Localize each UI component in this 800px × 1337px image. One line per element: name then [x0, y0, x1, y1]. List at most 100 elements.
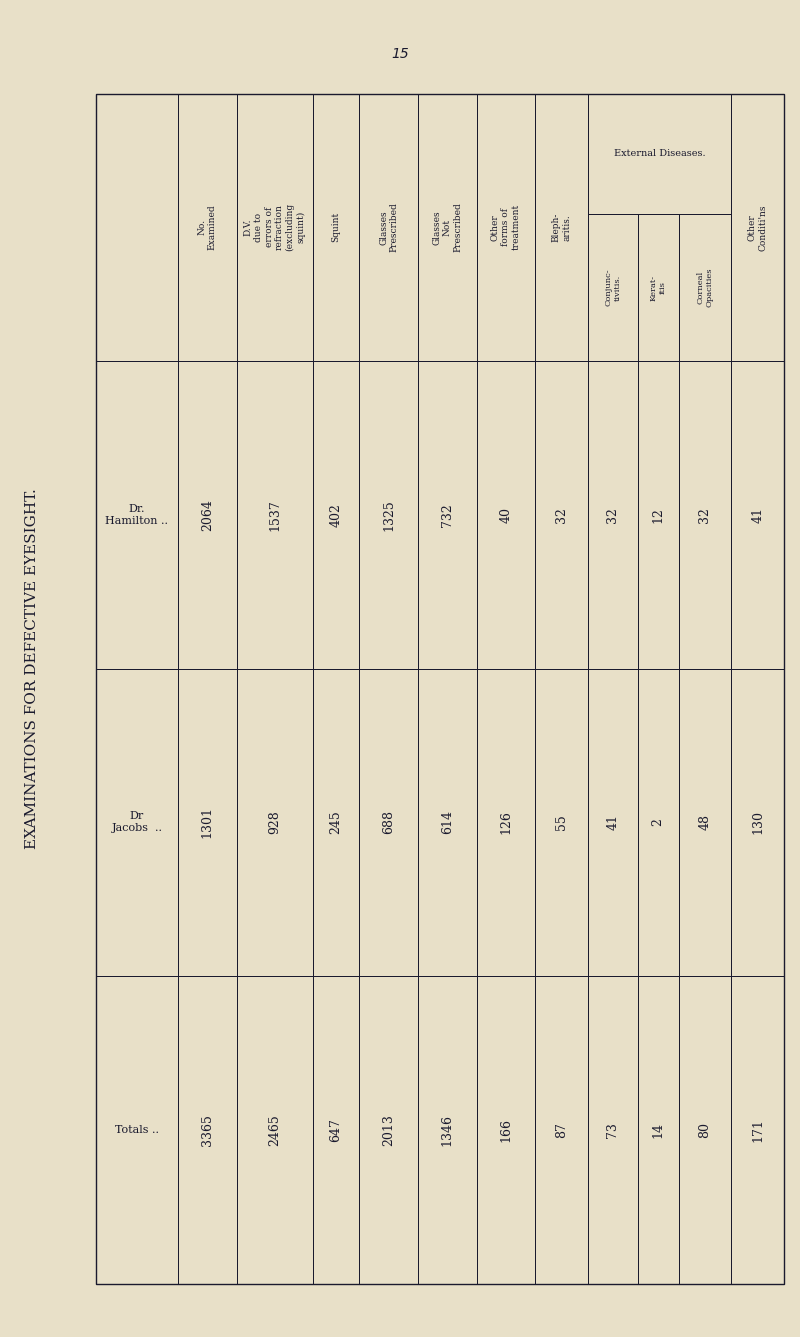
Bar: [178, 94, 237, 361]
Text: 166: 166: [499, 1118, 512, 1142]
Bar: [731, 668, 784, 976]
Text: Glasses
Prescribed: Glasses Prescribed: [379, 202, 398, 253]
Text: 1325: 1325: [382, 499, 395, 531]
Bar: [359, 94, 418, 361]
Text: 2465: 2465: [268, 1114, 281, 1146]
Bar: [359, 976, 418, 1284]
Text: Squint: Squint: [331, 213, 341, 242]
Bar: [96, 668, 178, 976]
Text: 87: 87: [555, 1122, 568, 1138]
Text: 647: 647: [330, 1118, 342, 1142]
Bar: [678, 214, 731, 361]
Text: 732: 732: [441, 503, 454, 527]
Text: Corneal
Opacities: Corneal Opacities: [696, 267, 714, 308]
Bar: [96, 94, 178, 361]
Bar: [237, 94, 313, 361]
Bar: [178, 668, 237, 976]
Text: External Diseases.: External Diseases.: [614, 150, 706, 158]
Bar: [237, 976, 313, 1284]
Bar: [359, 668, 418, 976]
Text: 14: 14: [652, 1122, 665, 1138]
Text: Kerat-
itis: Kerat- itis: [650, 274, 666, 301]
Bar: [731, 976, 784, 1284]
Text: 126: 126: [499, 810, 512, 834]
Bar: [477, 361, 535, 668]
Bar: [678, 361, 731, 668]
Text: 48: 48: [698, 814, 711, 830]
Bar: [178, 361, 237, 668]
Text: Totals ..: Totals ..: [115, 1124, 159, 1135]
Bar: [588, 94, 731, 214]
Bar: [418, 668, 477, 976]
Text: 2: 2: [652, 818, 665, 826]
Text: 3365: 3365: [201, 1114, 214, 1146]
Text: 614: 614: [441, 810, 454, 834]
Bar: [477, 976, 535, 1284]
Text: 245: 245: [330, 810, 342, 834]
Text: 1537: 1537: [268, 499, 281, 531]
Text: 171: 171: [751, 1118, 764, 1142]
Text: D.V.
due to
errors of
refraction
(excluding
squint): D.V. due to errors of refraction (exclud…: [244, 203, 306, 251]
Text: 41: 41: [751, 507, 764, 523]
Bar: [638, 668, 678, 976]
Bar: [313, 94, 359, 361]
Text: 41: 41: [606, 814, 619, 830]
Text: 15: 15: [391, 47, 409, 60]
Bar: [588, 668, 638, 976]
Text: 1346: 1346: [441, 1114, 454, 1146]
Text: 32: 32: [606, 507, 619, 523]
Bar: [535, 94, 588, 361]
Bar: [237, 668, 313, 976]
Text: No.
Examined: No. Examined: [198, 205, 217, 250]
Text: 55: 55: [555, 814, 568, 830]
Text: 32: 32: [555, 507, 568, 523]
Text: 402: 402: [330, 503, 342, 527]
Bar: [588, 214, 638, 361]
Bar: [313, 361, 359, 668]
Text: 12: 12: [652, 507, 665, 523]
Text: 32: 32: [698, 507, 711, 523]
Bar: [638, 214, 678, 361]
Text: 928: 928: [268, 810, 281, 834]
Text: Conjunc-
tivitis.: Conjunc- tivitis.: [604, 269, 622, 306]
Bar: [678, 668, 731, 976]
Bar: [638, 976, 678, 1284]
Bar: [535, 668, 588, 976]
Text: 2064: 2064: [201, 499, 214, 531]
Bar: [678, 976, 731, 1284]
Text: Glasses
Not
Prescribed: Glasses Not Prescribed: [433, 202, 462, 253]
Bar: [96, 976, 178, 1284]
Bar: [237, 361, 313, 668]
Text: 1301: 1301: [201, 806, 214, 838]
Text: 688: 688: [382, 810, 395, 834]
Bar: [731, 94, 784, 361]
Bar: [638, 361, 678, 668]
Text: 130: 130: [751, 810, 764, 834]
Bar: [418, 94, 477, 361]
Text: Bleph-
aritis.: Bleph- aritis.: [552, 213, 571, 242]
Bar: [535, 976, 588, 1284]
Bar: [96, 94, 784, 1284]
Text: Other
Conditi'ns: Other Conditi'ns: [748, 205, 767, 250]
Bar: [359, 361, 418, 668]
Bar: [588, 361, 638, 668]
Text: 80: 80: [698, 1122, 711, 1138]
Bar: [588, 976, 638, 1284]
Text: 73: 73: [606, 1122, 619, 1138]
Bar: [477, 94, 535, 361]
Bar: [313, 976, 359, 1284]
Text: EXAMINATIONS FOR DEFECTIVE EYESIGHT.: EXAMINATIONS FOR DEFECTIVE EYESIGHT.: [25, 488, 39, 849]
Bar: [731, 361, 784, 668]
Bar: [178, 976, 237, 1284]
Text: 40: 40: [499, 507, 512, 523]
Text: 2013: 2013: [382, 1114, 395, 1146]
Bar: [477, 668, 535, 976]
Bar: [313, 668, 359, 976]
Text: Dr.
Hamilton ..: Dr. Hamilton ..: [106, 504, 169, 525]
Bar: [418, 361, 477, 668]
Bar: [418, 976, 477, 1284]
Text: Dr
Jacobs  ..: Dr Jacobs ..: [111, 812, 162, 833]
Bar: [96, 361, 178, 668]
Bar: [535, 361, 588, 668]
Text: Other
forms of
treatment: Other forms of treatment: [491, 205, 521, 250]
